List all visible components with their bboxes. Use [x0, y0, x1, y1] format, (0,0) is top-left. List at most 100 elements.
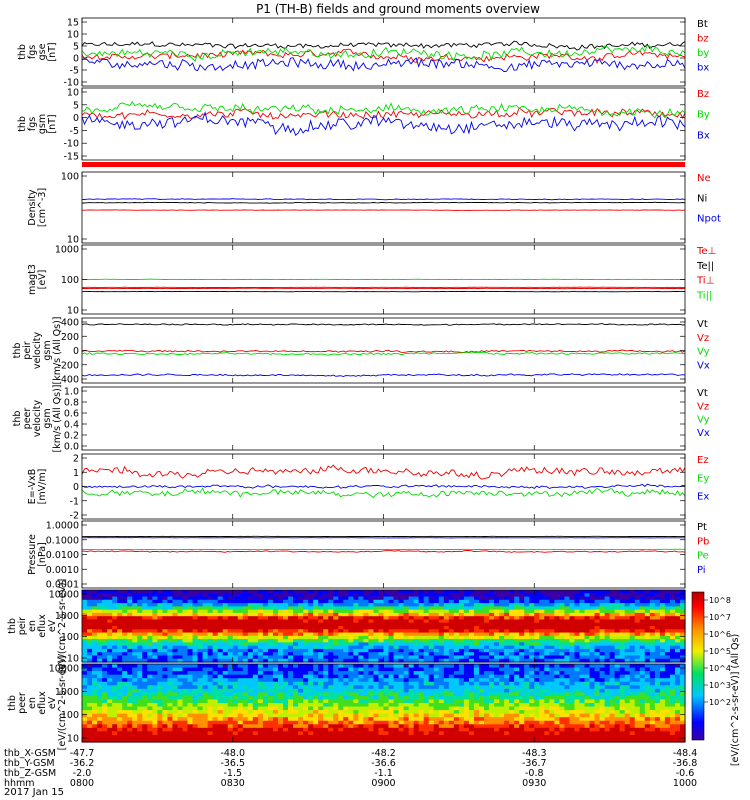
heatmap-cell	[514, 590, 520, 594]
heatmap-cell	[298, 674, 304, 679]
heatmap-cell	[177, 664, 184, 669]
heatmap-cell	[418, 720, 425, 725]
heatmap-cell	[288, 678, 294, 683]
heatmap-cell	[403, 706, 410, 711]
heatmap-cell	[378, 695, 385, 701]
heatmap-cell	[182, 603, 189, 607]
heatmap-cell	[559, 632, 566, 637]
heatmap-cell	[629, 626, 636, 630]
heatmap-cell	[328, 593, 334, 598]
heatmap-cell	[102, 727, 108, 732]
heatmap-cell	[102, 695, 108, 701]
heatmap-cell	[428, 645, 435, 650]
heatmap-cell	[443, 703, 450, 708]
heatmap-cell	[313, 629, 319, 634]
heatmap-cell	[519, 685, 525, 690]
heatmap-cell	[604, 639, 611, 643]
heatmap-cell	[122, 596, 128, 601]
heatmap-cell	[398, 724, 405, 729]
heatmap-cell	[197, 664, 204, 669]
heatmap-cell	[408, 626, 415, 630]
heatmap-cell	[554, 655, 560, 660]
heatmap-cell	[579, 658, 586, 663]
heatmap-cell	[378, 635, 385, 640]
heatmap-cell	[438, 590, 445, 594]
heatmap-cell	[378, 629, 385, 634]
heatmap-cell	[378, 734, 385, 740]
heatmap-cell	[293, 713, 299, 718]
heatmap-cell	[97, 652, 103, 657]
heatmap-cell	[448, 731, 455, 736]
heatmap-cell	[448, 717, 455, 722]
heatmap-cell	[283, 599, 289, 604]
heatmap-cell	[333, 612, 339, 617]
heatmap-cell	[554, 596, 560, 601]
heatmap-cell	[438, 632, 445, 637]
heatmap-cell	[383, 706, 390, 711]
heatmap-cell	[97, 622, 103, 627]
y-tick-label: -10	[63, 78, 79, 89]
heatmap-cell	[252, 596, 259, 601]
heatmap-cell	[358, 648, 365, 653]
heatmap-cell	[132, 727, 138, 732]
heatmap-cell	[348, 727, 354, 732]
heatmap-cell	[418, 655, 425, 660]
heatmap-cell	[147, 639, 153, 643]
heatmap-cell	[328, 629, 334, 634]
heatmap-cell	[172, 655, 179, 660]
heatmap-cell	[172, 612, 179, 617]
heatmap-cell	[589, 635, 596, 640]
heatmap-cell	[363, 717, 370, 722]
heatmap-cell	[403, 632, 410, 637]
heatmap-cell	[197, 727, 204, 732]
heatmap-cell	[283, 681, 289, 686]
heatmap-cell	[413, 734, 420, 740]
heatmap-cell	[298, 678, 304, 683]
heatmap-cell	[107, 599, 113, 604]
heatmap-cell	[599, 590, 606, 594]
heatmap-cell	[237, 593, 244, 598]
heatmap-cell	[423, 706, 430, 711]
heatmap-cell	[272, 685, 279, 690]
heatmap-cell	[599, 593, 606, 598]
heatmap-cell	[107, 603, 113, 607]
heatmap-cell	[152, 695, 158, 701]
heatmap-cell	[242, 606, 249, 611]
heatmap-cell	[639, 629, 646, 634]
heatmap-cell	[664, 639, 671, 643]
heatmap-cell	[192, 699, 199, 704]
heatmap-cell	[353, 593, 359, 598]
heatmap-cell	[669, 639, 676, 643]
heatmap-cell	[514, 692, 520, 697]
heatmap-cell	[177, 626, 184, 630]
heatmap-cell	[458, 674, 465, 679]
heatmap-cell	[438, 652, 445, 657]
heatmap-cell	[639, 603, 646, 607]
heatmap-cell	[489, 692, 495, 697]
heatmap-cell	[177, 652, 184, 657]
heatmap-cell	[303, 612, 309, 617]
heatmap-cell	[247, 590, 254, 594]
heatmap-cell	[519, 664, 525, 669]
heatmap-cell	[177, 629, 184, 634]
heatmap-cell	[499, 674, 505, 679]
heatmap-cell	[293, 655, 299, 660]
heatmap-cell	[187, 648, 194, 653]
heatmap-cell	[137, 713, 143, 718]
heatmap-cell	[438, 609, 445, 614]
heatmap-cell	[418, 674, 425, 679]
heatmap-cell	[383, 648, 390, 653]
y-tick-label: -2	[70, 511, 79, 522]
heatmap-cell	[192, 717, 199, 722]
heatmap-cell	[549, 632, 555, 637]
heatmap-cell	[237, 639, 244, 643]
heatmap-cell	[157, 612, 164, 617]
heatmap-cell	[318, 688, 324, 693]
heatmap-cell	[398, 609, 405, 614]
heatmap-cell	[408, 619, 415, 624]
heatmap-cell	[433, 606, 440, 611]
y-tick-label: 10	[67, 30, 79, 41]
heatmap-cell	[388, 658, 395, 663]
heatmap-cell	[468, 596, 475, 601]
heatmap-cell	[107, 596, 113, 601]
